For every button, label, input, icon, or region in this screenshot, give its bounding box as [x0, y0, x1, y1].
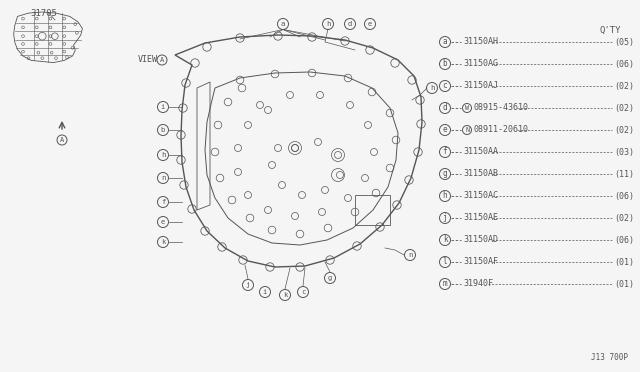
Text: 31150AE: 31150AE — [463, 214, 498, 222]
Text: 08915-43610: 08915-43610 — [473, 103, 528, 112]
Text: a: a — [443, 38, 447, 46]
Text: (06): (06) — [614, 60, 634, 68]
Text: h: h — [443, 192, 447, 201]
Text: e: e — [443, 125, 447, 135]
Text: b: b — [443, 60, 447, 68]
Text: h: h — [161, 152, 165, 158]
Text: 31150AA: 31150AA — [463, 148, 498, 157]
Text: Q'TY: Q'TY — [599, 26, 621, 35]
Text: (06): (06) — [614, 235, 634, 244]
Text: 31150AH: 31150AH — [463, 38, 498, 46]
Text: 31150AB: 31150AB — [463, 170, 498, 179]
Text: (06): (06) — [614, 192, 634, 201]
Text: b: b — [161, 127, 165, 133]
Text: (02): (02) — [614, 125, 634, 135]
Text: k: k — [161, 239, 165, 245]
Text: d: d — [348, 21, 352, 27]
Text: k: k — [283, 292, 287, 298]
Text: (02): (02) — [614, 103, 634, 112]
Text: f: f — [443, 148, 447, 157]
Text: j: j — [443, 214, 447, 222]
Text: (11): (11) — [614, 170, 634, 179]
Text: 31150AF: 31150AF — [463, 257, 498, 266]
Text: k: k — [443, 235, 447, 244]
Text: (05): (05) — [614, 38, 634, 46]
Text: d: d — [443, 103, 447, 112]
Text: 31150AG: 31150AG — [463, 60, 498, 68]
Text: N: N — [465, 127, 469, 133]
Text: a: a — [281, 21, 285, 27]
Text: (03): (03) — [614, 148, 634, 157]
Text: 31705: 31705 — [30, 9, 57, 18]
Text: l: l — [443, 257, 447, 266]
Text: g: g — [328, 275, 332, 281]
Text: 08911-20610: 08911-20610 — [473, 125, 528, 135]
Text: h: h — [326, 21, 330, 27]
Text: 31150AJ: 31150AJ — [463, 81, 498, 90]
Text: W: W — [465, 105, 469, 111]
Text: h: h — [430, 85, 434, 91]
Text: (01): (01) — [614, 257, 634, 266]
Text: c: c — [443, 81, 447, 90]
Text: VIEW: VIEW — [138, 55, 158, 64]
Text: (02): (02) — [614, 81, 634, 90]
Text: J13 700P: J13 700P — [591, 353, 628, 362]
Text: f: f — [161, 199, 165, 205]
Text: A: A — [60, 137, 64, 143]
Text: n: n — [408, 252, 412, 258]
Text: (02): (02) — [614, 214, 634, 222]
Text: e: e — [161, 219, 165, 225]
Text: j: j — [246, 282, 250, 288]
Text: n: n — [161, 175, 165, 181]
Text: c: c — [301, 289, 305, 295]
Text: g: g — [443, 170, 447, 179]
Text: i: i — [161, 104, 165, 110]
Text: 31150AC: 31150AC — [463, 192, 498, 201]
Text: 31150AD: 31150AD — [463, 235, 498, 244]
Text: A: A — [160, 57, 164, 63]
Text: e: e — [368, 21, 372, 27]
Text: (01): (01) — [614, 279, 634, 289]
Text: i: i — [263, 289, 267, 295]
Text: m: m — [443, 279, 447, 289]
Text: 31940F: 31940F — [463, 279, 493, 289]
